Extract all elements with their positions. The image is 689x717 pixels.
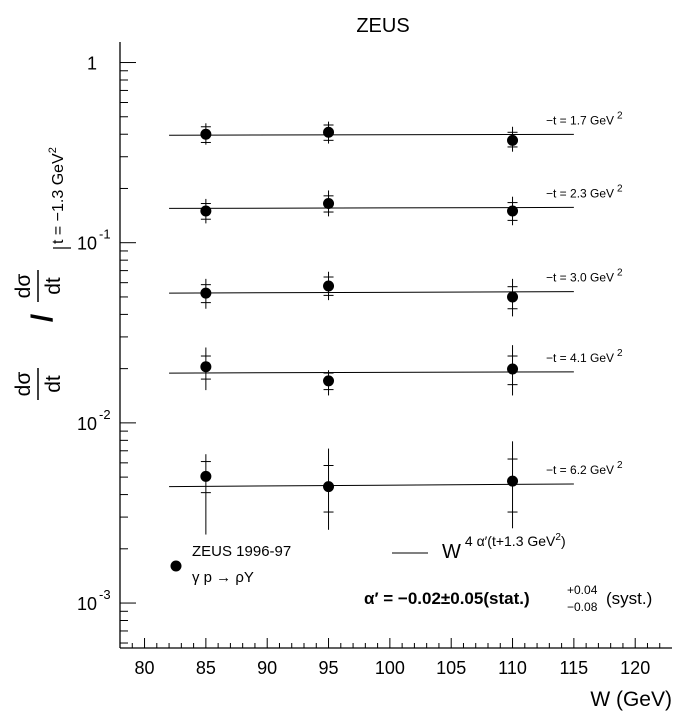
- y-tick-label: 10: [77, 594, 97, 614]
- ylabel-denominator: dt: [42, 375, 65, 393]
- syst-down: −0.08: [567, 600, 598, 614]
- fit-line: [169, 483, 574, 488]
- data-point: [323, 375, 335, 387]
- x-ticks: [131, 638, 661, 648]
- syst-up: +0.04: [567, 583, 598, 597]
- series-3: −t = 3.0 GeV 2: [169, 268, 623, 317]
- data-point: [200, 361, 212, 373]
- x-tick-label: 110: [498, 658, 527, 678]
- data-point: [200, 128, 212, 140]
- series-label: −t = 2.3 GeV 2: [546, 183, 623, 200]
- fit-line: [169, 291, 574, 294]
- fit-line: [169, 133, 574, 136]
- syst-suffix: (syst.): [606, 589, 652, 608]
- legend-marker-label-1: ZEUS 1996-97: [192, 543, 291, 560]
- series-label: −t = 1.7 GeV 2: [546, 110, 623, 127]
- data-point: [323, 198, 335, 210]
- legend-marker: [170, 560, 182, 572]
- x-tick-label: 115: [560, 658, 589, 678]
- ylabel-numerator: dσ: [12, 372, 35, 397]
- x-tick-label: 105: [436, 658, 466, 678]
- data-point: [507, 291, 519, 303]
- fit-annotation: α′ = −0.02±0.05(stat.) +0.04 −0.08 (syst…: [364, 583, 652, 614]
- data-point: [507, 475, 519, 487]
- y-tick-label: 1: [87, 54, 97, 74]
- series-label: −t = 6.2 GeV 2: [546, 460, 623, 477]
- series-5: −t = 6.2 GeV 2: [169, 441, 623, 535]
- y-tick-labels: 110-110-210-3: [77, 54, 111, 615]
- x-axis-label: W (GeV): [590, 688, 672, 711]
- x-tick-label: 120: [620, 658, 650, 678]
- data-point: [323, 481, 335, 493]
- data-point: [323, 126, 335, 138]
- chart-title: ZEUS: [356, 15, 409, 37]
- x-tick-label: 85: [196, 658, 216, 678]
- legend-marker-label-2: γ p → ρY: [192, 569, 254, 586]
- x-tick-label: 95: [319, 658, 339, 678]
- y-ticks: [120, 62, 136, 644]
- y-tick-label: 10: [77, 414, 97, 434]
- axes: [119, 42, 672, 649]
- alpha-result: α′ = −0.02±0.05(stat.): [364, 589, 530, 608]
- data-point: [507, 363, 519, 375]
- series-2: −t = 2.3 GeV 2: [169, 183, 623, 226]
- series-label: −t = 3.0 GeV 2: [546, 268, 623, 285]
- series-label: −t = 4.1 GeV 2: [546, 348, 623, 365]
- x-tick-label: 90: [257, 658, 277, 678]
- ylabel-ref-denominator: dt: [42, 277, 65, 295]
- series-1: −t = 1.7 GeV 2: [169, 110, 623, 152]
- series-layer: −t = 1.7 GeV 2 −t = 2.3 GeV 2 −t = 3.0 GeV 2 −…: [169, 110, 623, 535]
- y-tick-label: 10: [77, 234, 97, 254]
- x-tick-label: 80: [135, 658, 155, 678]
- fit-line: [169, 371, 574, 374]
- x-tick-labels: 80 85 90 95 100 105 110 115 120: [135, 658, 651, 678]
- series-4: −t = 4.1 GeV 2: [169, 345, 623, 396]
- y-axis-label: dσ dt / dσ dt t = −1.3 GeV2: [12, 147, 71, 400]
- data-point: [200, 470, 212, 482]
- x-tick-label: 100: [375, 658, 405, 678]
- ylabel-ref-numerator: dσ: [12, 274, 35, 299]
- data-point: [200, 205, 212, 217]
- ylabel-ref-condition: t = −1.3 GeV2: [47, 147, 67, 244]
- fit-line: [169, 206, 574, 209]
- data-point: [323, 280, 335, 292]
- data-point: [507, 205, 519, 217]
- y-tick-exponent: -1: [99, 227, 111, 242]
- ylabel-slash: /: [26, 313, 59, 322]
- y-tick-exponent: -2: [99, 407, 111, 422]
- data-point: [507, 134, 519, 146]
- data-point: [200, 287, 212, 299]
- y-tick-exponent: -3: [99, 587, 111, 602]
